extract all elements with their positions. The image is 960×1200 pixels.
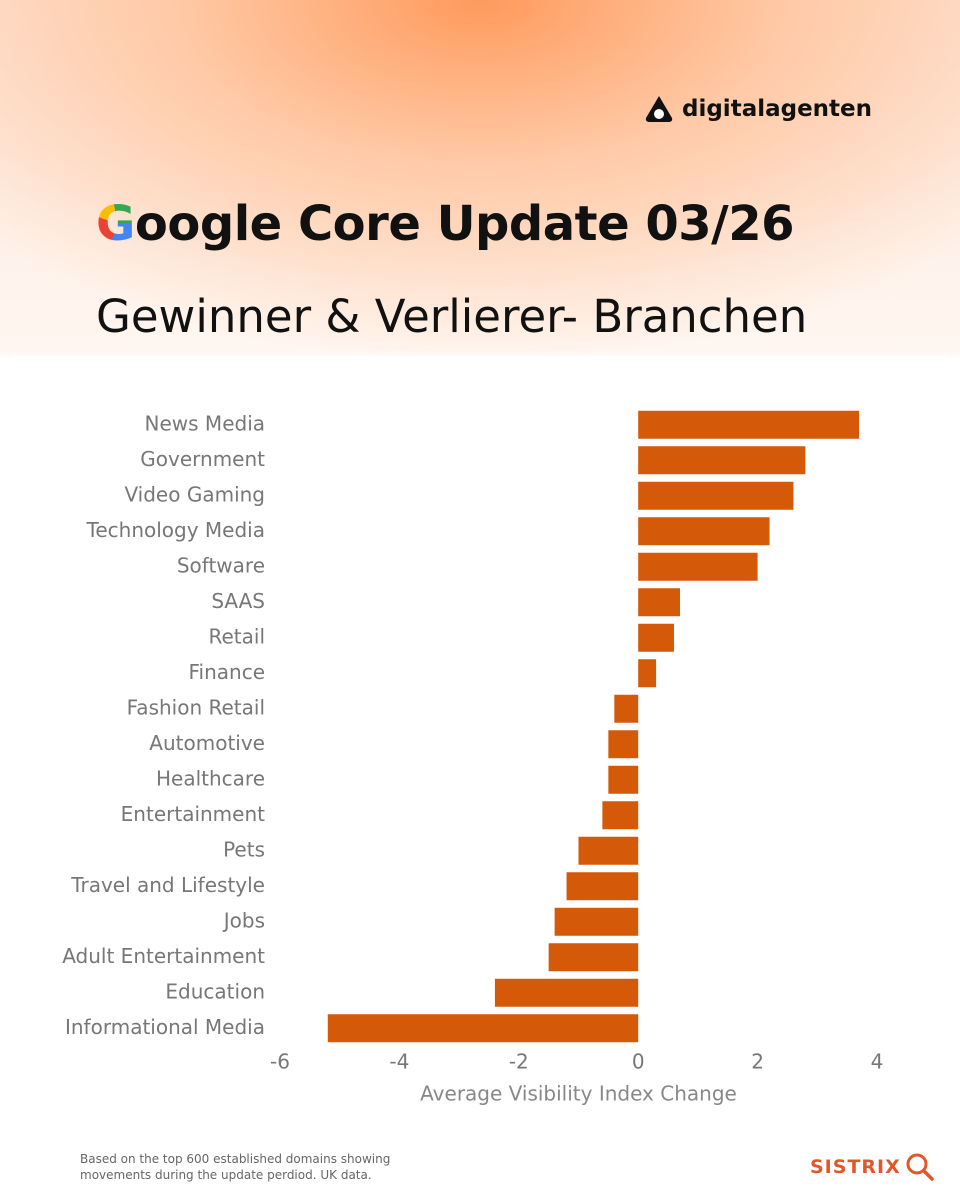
subtitle: Gewinner & Verlierer- Branchen bbox=[96, 290, 808, 343]
y-tick-label: Adult Entertainment bbox=[62, 944, 265, 968]
bar bbox=[638, 517, 770, 546]
bar bbox=[494, 978, 639, 1007]
source: SISTRIX bbox=[810, 1152, 935, 1182]
bar bbox=[608, 765, 639, 794]
title: Google Core Update 03/26 bbox=[96, 196, 795, 252]
bar bbox=[638, 410, 860, 439]
x-tick-label: -4 bbox=[389, 1050, 409, 1074]
bar bbox=[638, 659, 657, 688]
brand-name: digitalagenten bbox=[682, 96, 873, 122]
bar bbox=[638, 481, 794, 510]
bar bbox=[548, 943, 639, 972]
y-tick-label: Video Gaming bbox=[124, 482, 265, 506]
x-tick-label: 4 bbox=[871, 1050, 884, 1074]
bar bbox=[566, 872, 639, 901]
brand-logo bbox=[645, 96, 673, 122]
footnote: Based on the top 600 established domains… bbox=[80, 1152, 391, 1182]
y-tick-label: SAAS bbox=[211, 589, 265, 613]
y-tick-label: Technology Media bbox=[86, 518, 265, 542]
bar bbox=[638, 552, 758, 581]
source-name: SISTRIX bbox=[810, 1156, 901, 1178]
y-tick-label: Jobs bbox=[222, 908, 265, 932]
x-axis-label: Average Visibility Index Change bbox=[420, 1082, 737, 1106]
source-icon bbox=[906, 1153, 934, 1181]
bar bbox=[614, 694, 639, 723]
y-tick-label: Entertainment bbox=[121, 802, 265, 826]
bar bbox=[608, 730, 639, 759]
x-tick-label: 2 bbox=[751, 1050, 764, 1074]
bar bbox=[638, 446, 806, 475]
brand: digitalagenten bbox=[644, 94, 872, 124]
y-tick-label: Pets bbox=[223, 837, 265, 861]
y-tick-label: Healthcare bbox=[156, 766, 265, 790]
y-tick-label: Fashion Retail bbox=[127, 695, 265, 719]
x-tick-label: -6 bbox=[270, 1050, 290, 1074]
x-tick-label: 0 bbox=[632, 1050, 645, 1074]
y-tick-label: Software bbox=[177, 553, 265, 577]
y-tick-label: Retail bbox=[208, 624, 265, 648]
y-tick-label: Informational Media bbox=[65, 1015, 265, 1039]
y-tick-label: Education bbox=[165, 979, 265, 1003]
bar bbox=[327, 1014, 639, 1043]
bar bbox=[638, 588, 680, 617]
bar bbox=[602, 801, 639, 830]
bar bbox=[578, 836, 639, 865]
y-tick-label: Travel and Lifestyle bbox=[70, 873, 265, 897]
bar bbox=[554, 907, 639, 936]
y-tick-label: Automotive bbox=[149, 731, 265, 755]
y-tick-label: Government bbox=[140, 447, 265, 471]
bar bbox=[638, 623, 675, 652]
y-tick-label: News Media bbox=[145, 411, 265, 435]
x-tick-label: -2 bbox=[509, 1050, 529, 1074]
y-tick-label: Finance bbox=[188, 660, 265, 684]
